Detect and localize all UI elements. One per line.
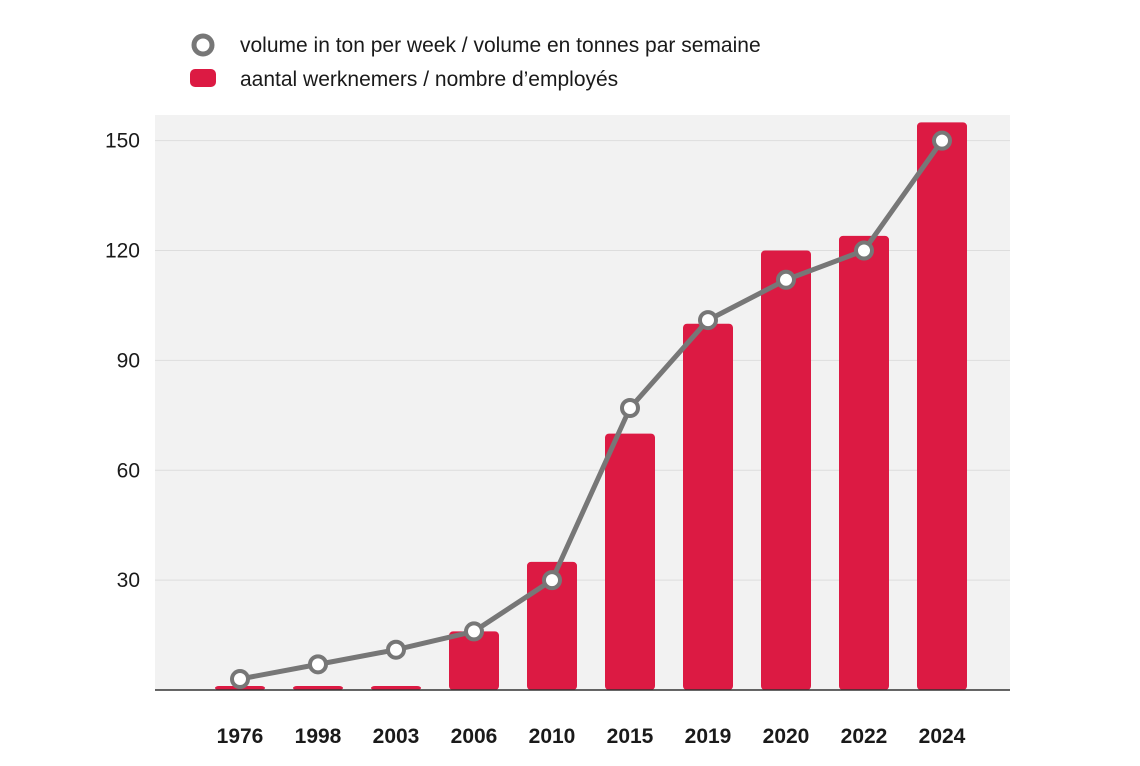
line-point — [542, 570, 562, 591]
x-tick-label: 1998 — [295, 725, 342, 748]
x-axis-ticks: 1976 1998 2003 2006 2010 2015 2019 2020 2022 2024 — [217, 725, 966, 748]
y-tick-label: 60 — [117, 459, 140, 482]
bar — [371, 686, 421, 690]
bars — [215, 122, 967, 691]
line-point — [464, 621, 484, 642]
y-tick-label: 30 — [117, 569, 140, 592]
line-series — [230, 130, 952, 690]
legend-bar-label: aantal werknemers / nombre d’employés — [240, 68, 618, 91]
line-point — [386, 639, 406, 660]
x-tick-label: 2019 — [685, 725, 732, 748]
bar — [761, 250, 811, 690]
series-line — [239, 139, 945, 682]
x-tick-label: 2020 — [763, 725, 810, 748]
bar — [449, 631, 499, 690]
legend-line-label: volume in ton per week / volume en tonne… — [240, 34, 761, 57]
bar — [605, 433, 655, 690]
bar — [839, 235, 889, 691]
x-tick-label: 2024 — [919, 725, 966, 748]
x-tick-label: 2010 — [529, 725, 576, 748]
line-point — [776, 269, 796, 290]
y-tick-label: 90 — [117, 349, 140, 372]
line-point — [854, 240, 874, 261]
x-tick-label: 2003 — [373, 725, 420, 748]
legend-line-marker — [191, 33, 215, 57]
x-tick-label: 1976 — [217, 725, 264, 748]
x-tick-label: 2022 — [841, 725, 888, 748]
line-point — [932, 130, 952, 151]
legend: volume in ton per week / volume en tonne… — [190, 33, 761, 91]
bar — [917, 122, 967, 691]
y-tick-label: 120 — [105, 240, 140, 263]
bar — [293, 686, 343, 690]
line-point — [230, 669, 250, 690]
x-tick-label: 2006 — [451, 725, 498, 748]
legend-bar-marker — [190, 69, 216, 87]
bar — [683, 323, 733, 690]
y-tick-label: 150 — [105, 130, 140, 153]
bar — [527, 561, 577, 690]
line-point — [620, 397, 640, 418]
line-point — [308, 654, 328, 675]
line-point — [698, 310, 718, 331]
y-axis-ticks: 30 60 90 120 150 — [105, 130, 140, 592]
x-tick-label: 2015 — [607, 725, 654, 748]
